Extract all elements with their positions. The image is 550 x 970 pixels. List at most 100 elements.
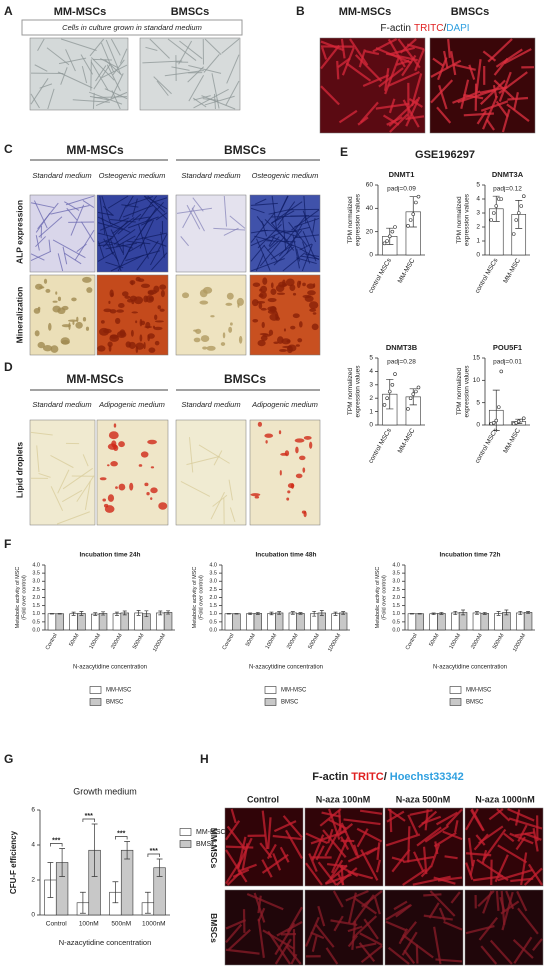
- cell: [513, 936, 533, 964]
- cell: [154, 320, 164, 323]
- cell: [498, 71, 512, 102]
- cell: [60, 38, 97, 51]
- y-axis-label: expression values: [354, 193, 361, 246]
- cell: [97, 241, 105, 258]
- y-tick-label: 4.0: [32, 562, 40, 568]
- cell: [324, 824, 343, 857]
- cell: [150, 497, 153, 500]
- cell: [405, 96, 421, 127]
- cell: [482, 828, 507, 861]
- x-axis-label: N-azacytidine concentration: [73, 665, 147, 671]
- cell: [422, 846, 428, 875]
- cell: [225, 919, 247, 930]
- title-part: DAPI: [446, 23, 469, 34]
- cell: [321, 811, 341, 818]
- y-tick-label: 2.5: [32, 587, 40, 593]
- cell: [270, 282, 274, 289]
- cell: [107, 494, 115, 502]
- cell: [110, 219, 136, 223]
- cell: [212, 494, 228, 507]
- cell: [278, 430, 282, 435]
- cell: [158, 502, 168, 510]
- legend-label: BMSC: [196, 841, 216, 848]
- x-tick-label: 50nM: [428, 632, 440, 647]
- cell: [507, 807, 535, 822]
- data-point: [393, 372, 397, 376]
- data-point: [491, 420, 496, 425]
- cell: [267, 297, 277, 303]
- significance: ***: [52, 837, 60, 844]
- cell: [430, 844, 441, 868]
- chart-title: DNMT1: [389, 170, 415, 179]
- data-point: [385, 239, 389, 243]
- cell: [116, 309, 124, 313]
- x-tick-label: Control: [46, 921, 68, 928]
- cell: [385, 920, 407, 932]
- cell: [153, 326, 163, 331]
- cell: [222, 332, 226, 339]
- y-tick-label: 0: [476, 422, 480, 429]
- cell: [278, 229, 303, 257]
- cell: [424, 809, 429, 831]
- cell: [150, 197, 168, 204]
- cell: [415, 944, 419, 964]
- cell: [104, 59, 123, 76]
- cell: [282, 252, 306, 272]
- cell: [286, 497, 290, 501]
- column-label: Control: [247, 794, 279, 804]
- cell: [226, 825, 247, 851]
- cell: [310, 931, 325, 940]
- error-bar: [114, 611, 119, 616]
- cell: [97, 211, 114, 216]
- cell: [52, 239, 86, 259]
- cell: [213, 450, 223, 466]
- cell: [38, 472, 51, 478]
- cell: [325, 947, 339, 965]
- error-bar: [518, 610, 523, 615]
- cell: [319, 808, 342, 827]
- x-tick-label: 200nM: [286, 632, 300, 650]
- x-tick-label: 1000nM: [152, 632, 167, 653]
- cell: [532, 938, 543, 952]
- cell: [463, 112, 494, 117]
- bar: [246, 613, 255, 631]
- cell: [147, 333, 155, 339]
- cell: [376, 842, 381, 860]
- panel-label: C: [4, 142, 13, 156]
- cell: [402, 934, 434, 959]
- cell: [110, 254, 144, 272]
- y-tick-label: 4: [476, 196, 480, 203]
- cell: [82, 316, 87, 322]
- cell: [436, 106, 452, 124]
- cell: [179, 40, 203, 60]
- cell: [300, 255, 320, 260]
- cell: [246, 892, 284, 911]
- cell: [104, 505, 115, 513]
- cell: [294, 234, 320, 239]
- cell: [86, 287, 93, 293]
- y-tick-label: 0: [369, 252, 373, 259]
- header: BMSCs: [451, 6, 490, 18]
- cell: [430, 79, 454, 104]
- cell: [482, 50, 497, 62]
- cell: [140, 451, 149, 458]
- cell: [362, 74, 390, 87]
- cell: [281, 338, 291, 345]
- cell: [108, 300, 111, 304]
- cell: [311, 935, 318, 952]
- cell: [388, 98, 419, 127]
- cell: [384, 68, 390, 91]
- error-bar: [101, 611, 106, 616]
- data-point: [414, 200, 418, 205]
- micrograph: [175, 419, 247, 526]
- medium-label: Adipogenic medium: [98, 400, 165, 409]
- cell: [154, 314, 158, 321]
- cell: [108, 345, 112, 352]
- cell: [515, 836, 526, 851]
- cell: [95, 91, 128, 107]
- panel-title: GSE196297: [415, 149, 475, 161]
- cell: [55, 291, 58, 295]
- y-tick-label: 3.5: [209, 571, 217, 577]
- cell: [437, 57, 448, 81]
- error-bar: [158, 610, 163, 616]
